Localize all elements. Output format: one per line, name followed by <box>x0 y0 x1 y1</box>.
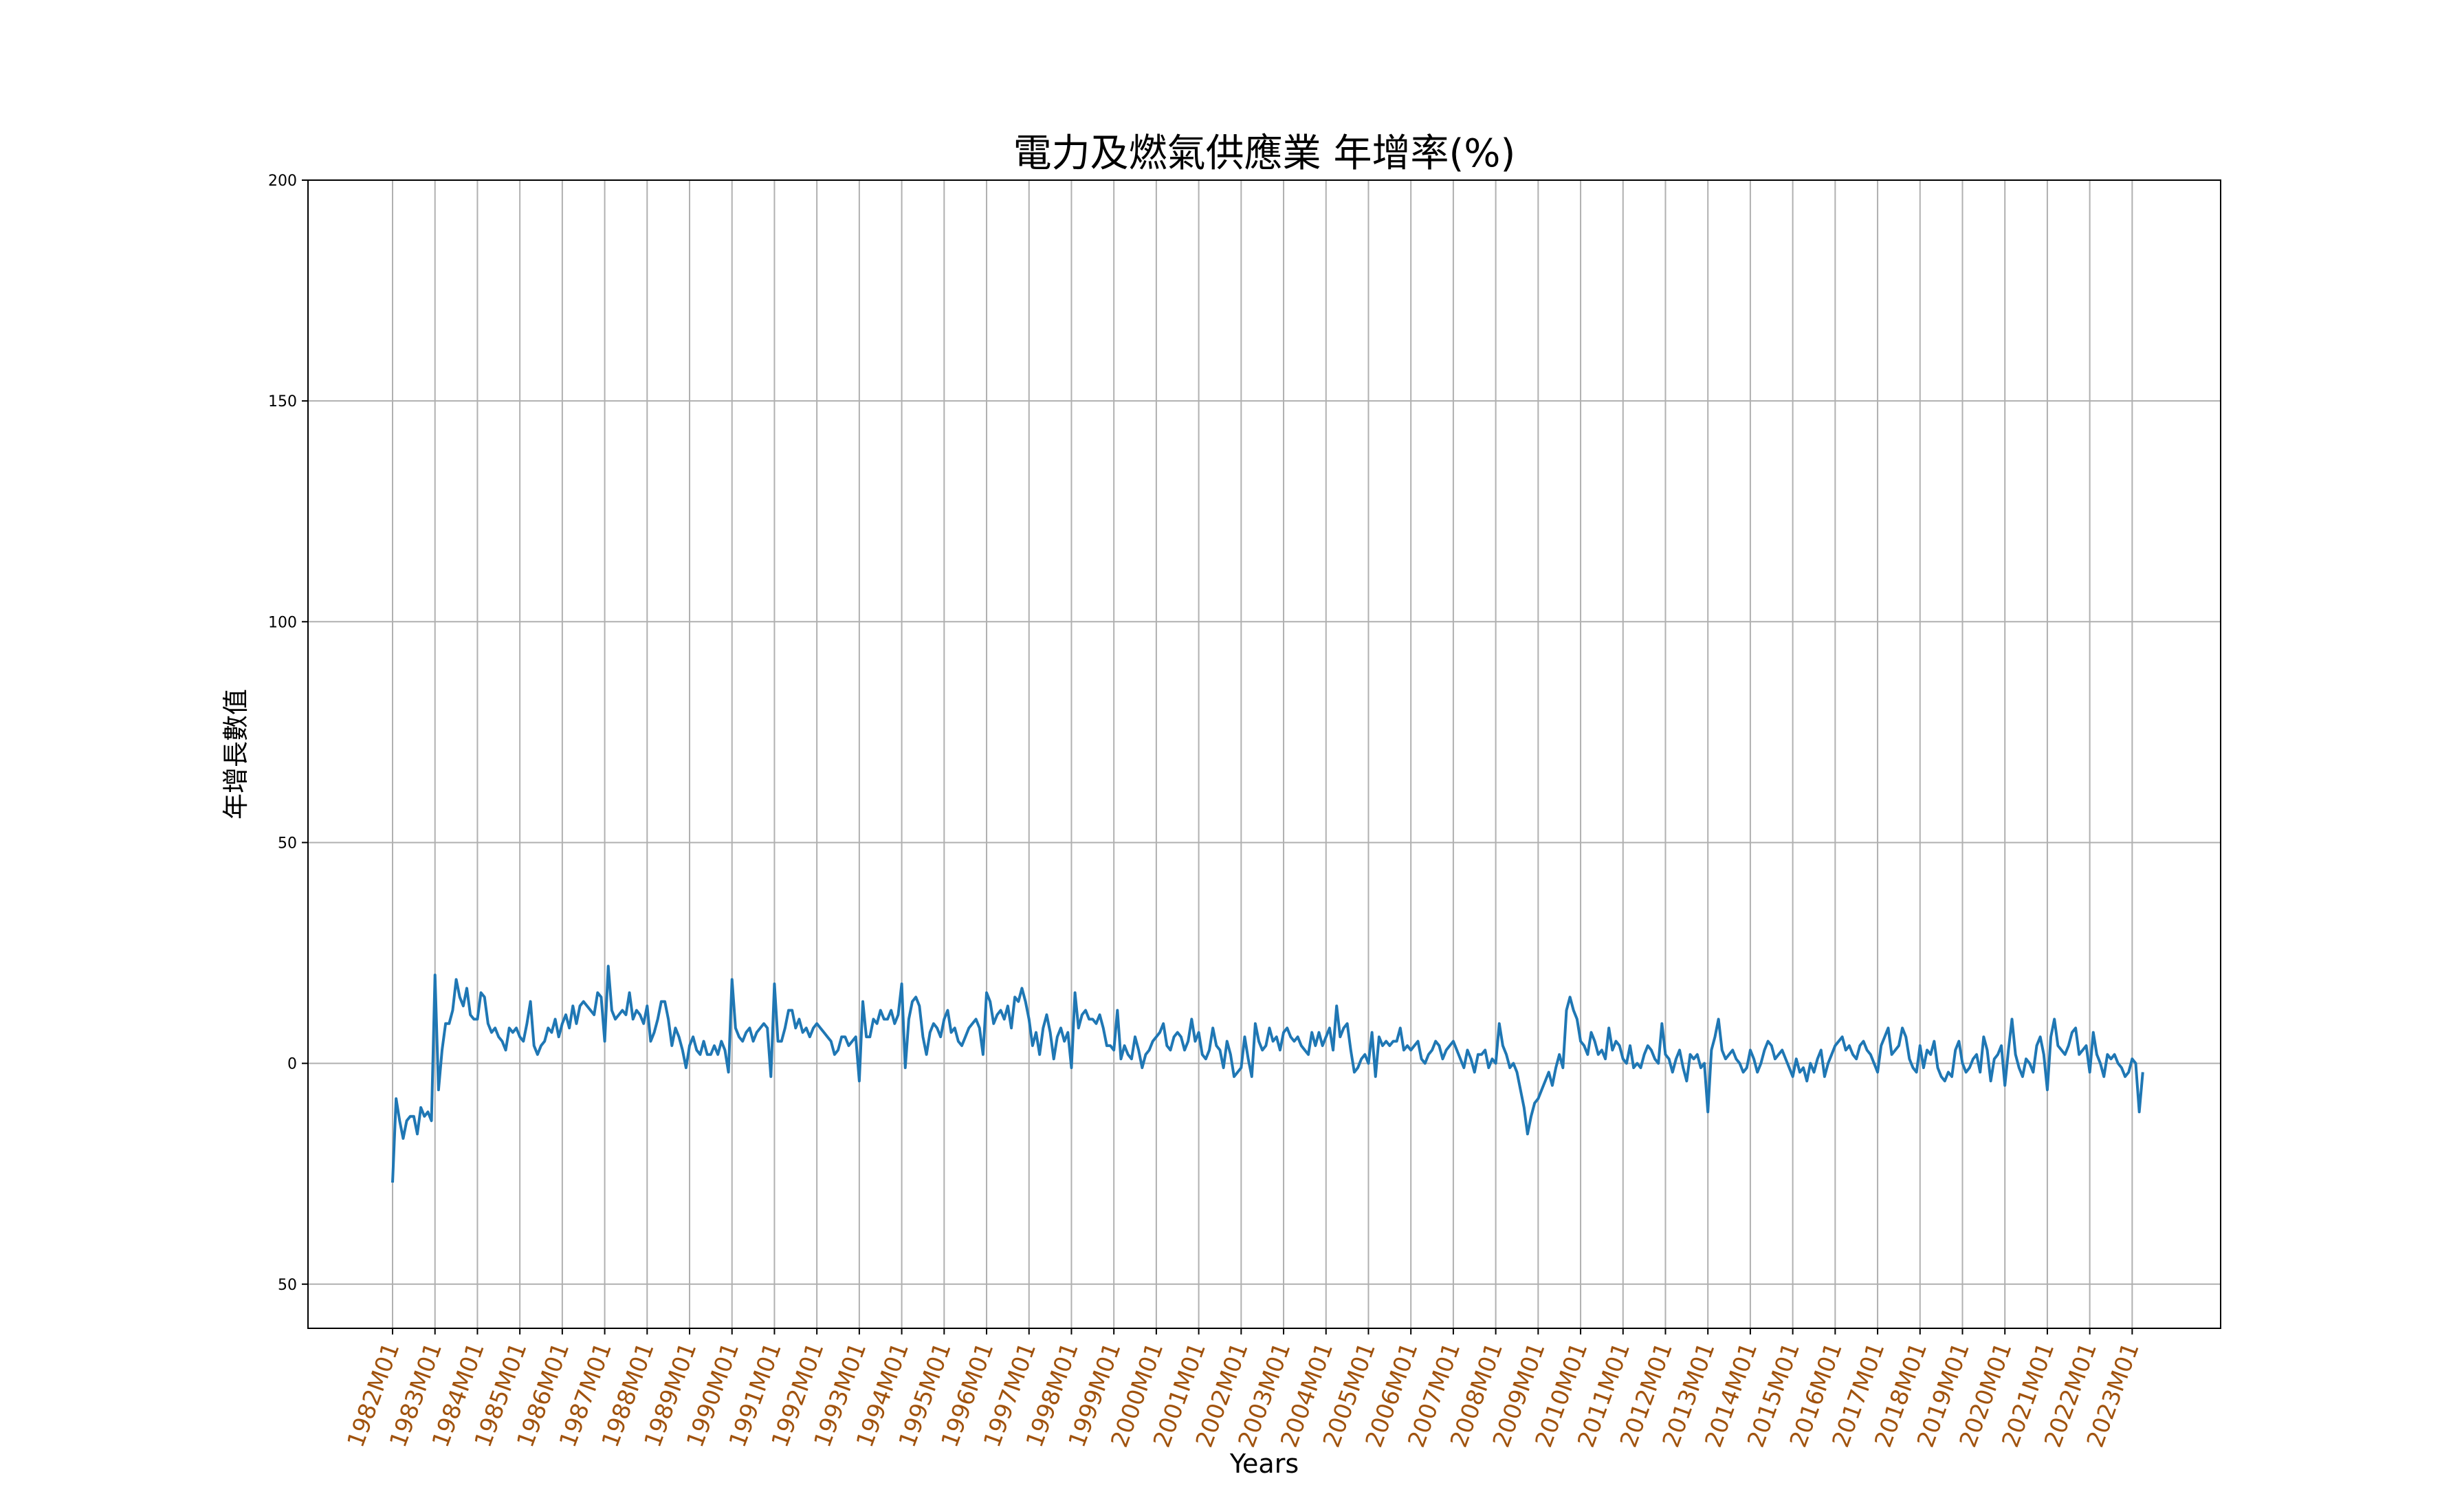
y-tick-label: 50 <box>278 835 297 852</box>
grid-lines <box>308 179 2221 1328</box>
series-line <box>391 965 2144 1183</box>
chart-title: 電力及燃氣供應業 年增率(%) <box>1013 131 1516 176</box>
plot-frame <box>307 179 2221 1329</box>
y-tick-label: 50 <box>278 1277 297 1294</box>
y-tick-label: 150 <box>268 393 297 410</box>
y-tick-label: 0 <box>287 1056 297 1073</box>
y-axis-ticks: 200 150 100 50 0 50 <box>268 173 308 1294</box>
series-layer <box>391 965 2144 1183</box>
y-axis-title: 年增長數值 <box>221 689 251 820</box>
plot-area <box>308 180 2221 1328</box>
x-axis-title: Years <box>1229 1449 1299 1479</box>
y-tick-label: 200 <box>268 173 297 190</box>
y-tick-label: 100 <box>268 614 297 631</box>
